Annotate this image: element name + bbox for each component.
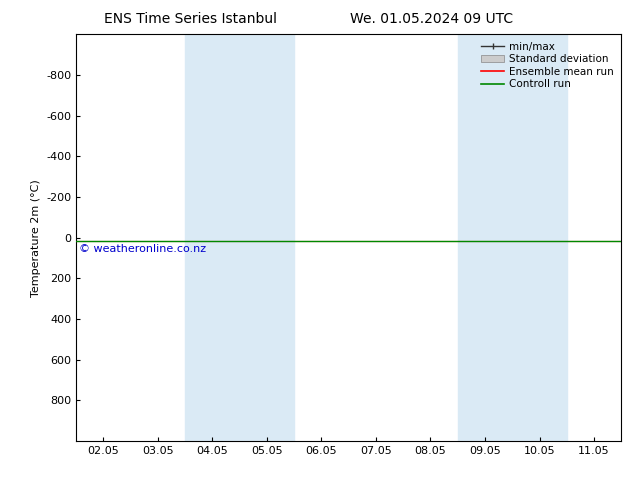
Legend: min/max, Standard deviation, Ensemble mean run, Controll run: min/max, Standard deviation, Ensemble me… [479, 40, 616, 92]
Text: We. 01.05.2024 09 UTC: We. 01.05.2024 09 UTC [349, 12, 513, 26]
Bar [458, 34, 567, 441]
Bar [185, 34, 294, 441]
Text: © weatheronline.co.nz: © weatheronline.co.nz [79, 244, 206, 254]
Text: ENS Time Series Istanbul: ENS Time Series Istanbul [104, 12, 276, 26]
Y-axis label: Temperature 2m (°C): Temperature 2m (°C) [30, 179, 41, 296]
